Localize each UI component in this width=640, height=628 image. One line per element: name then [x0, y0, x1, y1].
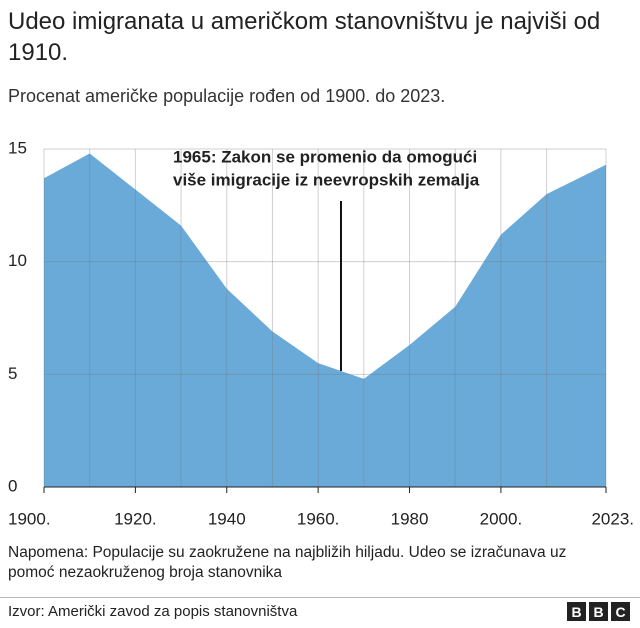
y-tick-label: 10 — [8, 251, 27, 270]
x-tick-label: 1900. — [8, 509, 51, 528]
chart-subtitle: Procenat američke populacije rođen od 19… — [8, 86, 446, 106]
x-tick-label: 1980 — [391, 509, 429, 528]
note: Napomena: Populacije su zaokružene na na… — [8, 544, 567, 581]
x-tick-label: 1920. — [114, 509, 157, 528]
chart-title: Udeo imigranata u američkom stanovništvu… — [8, 8, 601, 66]
annotation-text: 1965: Zakon se promenio da omogući — [173, 147, 477, 166]
chart: 0 5 10 15 1900. 1920. 1940 1960. 1980 2000. 2023. 1… — [8, 138, 634, 528]
y-tick-label: 15 — [8, 138, 27, 157]
x-tick-label: 1960. — [297, 509, 340, 528]
y-tick-label: 5 — [8, 364, 17, 383]
y-tick-label: 0 — [8, 476, 17, 495]
source: Izvor: Američki zavod za popis stanovniš… — [8, 603, 298, 620]
x-tick-label: 2023. — [591, 509, 634, 528]
x-tick-label: 2000. — [480, 509, 523, 528]
area — [44, 153, 606, 488]
x-tick-label: 1940 — [208, 509, 246, 528]
divider — [0, 597, 640, 598]
annotation-text: više imigracije iz neevropskih zemalja — [173, 170, 480, 189]
